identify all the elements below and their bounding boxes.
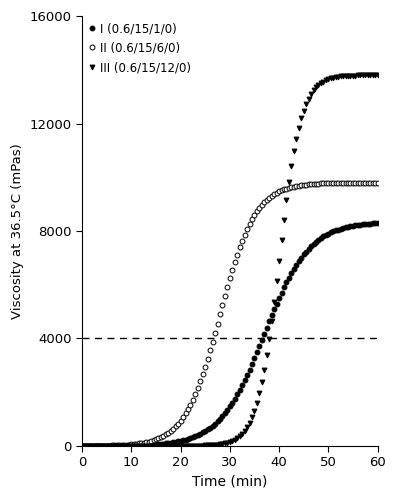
III (0.6/15/12/0): [375, 72, 380, 78]
I (0.6/15/1/0): [205, 426, 210, 432]
III (0.6/15/12/0): [109, 443, 114, 449]
Line: III (0.6/15/12/0): III (0.6/15/12/0): [80, 73, 380, 448]
II (0.6/15/6/0): [375, 180, 380, 186]
I (0.6/15/1/0): [279, 290, 284, 296]
Line: II (0.6/15/6/0): II (0.6/15/6/0): [80, 180, 380, 448]
I (0.6/15/1/0): [355, 222, 360, 228]
III (0.6/15/12/0): [80, 443, 85, 449]
III (0.6/15/12/0): [149, 443, 154, 449]
II (0.6/15/6/0): [80, 443, 85, 449]
I (0.6/15/1/0): [375, 220, 380, 226]
III (0.6/15/12/0): [205, 442, 210, 448]
Line: I (0.6/15/1/0): I (0.6/15/1/0): [80, 220, 380, 448]
I (0.6/15/1/0): [264, 324, 269, 330]
II (0.6/15/6/0): [264, 197, 269, 203]
II (0.6/15/6/0): [355, 180, 360, 186]
II (0.6/15/6/0): [149, 438, 154, 444]
II (0.6/15/6/0): [109, 442, 114, 448]
III (0.6/15/12/0): [279, 237, 284, 243]
Y-axis label: Viscosity at 36.5°C (mPas): Viscosity at 36.5°C (mPas): [11, 143, 24, 319]
II (0.6/15/6/0): [279, 188, 284, 194]
I (0.6/15/1/0): [149, 442, 154, 448]
III (0.6/15/12/0): [264, 352, 269, 358]
I (0.6/15/1/0): [80, 443, 85, 449]
III (0.6/15/12/0): [355, 72, 360, 78]
X-axis label: Time (min): Time (min): [192, 475, 268, 489]
II (0.6/15/6/0): [205, 356, 210, 362]
Legend: I (0.6/15/1/0), II (0.6/15/6/0), III (0.6/15/12/0): I (0.6/15/1/0), II (0.6/15/6/0), III (0.…: [86, 20, 193, 76]
I (0.6/15/1/0): [109, 442, 114, 448]
